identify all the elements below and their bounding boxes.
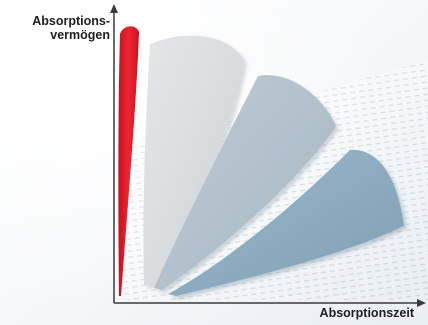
y-axis-label-line2: vermögen <box>50 28 110 42</box>
x-axis-label: Absorptionszeit <box>319 306 414 320</box>
x-axis-arrow-icon <box>417 299 426 307</box>
petal-light <box>143 35 244 286</box>
axes <box>110 4 426 307</box>
y-axis-label-line1: Absorptions- <box>32 14 110 28</box>
y-axis-arrow-icon <box>110 4 118 13</box>
y-axis-label: Absorptions- vermögen <box>32 14 110 42</box>
red-petal <box>118 26 139 296</box>
petal-dark <box>168 149 404 296</box>
petal-medium <box>154 75 336 291</box>
